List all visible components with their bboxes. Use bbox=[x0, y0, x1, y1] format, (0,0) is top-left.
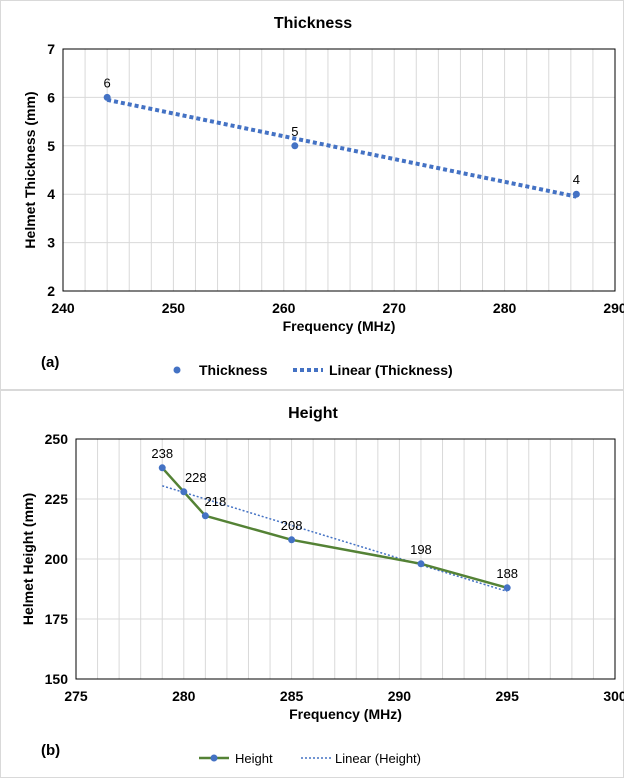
y-tick-label: 5 bbox=[47, 138, 55, 154]
legend-marker bbox=[210, 754, 218, 762]
y-axis-title: Helmet Thickness (mm) bbox=[22, 91, 38, 248]
data-point bbox=[291, 142, 299, 150]
legend-label: Linear (Thickness) bbox=[329, 362, 453, 378]
x-tick-label: 260 bbox=[272, 300, 296, 316]
y-tick-label: 225 bbox=[45, 491, 69, 507]
y-tick-label: 3 bbox=[47, 235, 55, 251]
y-tick-label: 2 bbox=[47, 283, 55, 299]
data-point bbox=[572, 190, 580, 198]
x-axis-title: Frequency (MHz) bbox=[289, 706, 402, 722]
y-tick-label: 250 bbox=[45, 431, 69, 447]
legend-label: Linear (Height) bbox=[335, 751, 421, 766]
x-tick-label: 285 bbox=[280, 688, 304, 704]
y-tick-label: 150 bbox=[45, 671, 69, 687]
thickness-chart: 240 250 260 270 280 290 2 3 4 5 6 7 Thickness Frequen… bbox=[22, 15, 624, 378]
data-label: 238 bbox=[151, 446, 173, 461]
data-label: 188 bbox=[496, 566, 518, 581]
x-axis-title: Frequency (MHz) bbox=[283, 318, 396, 334]
x-tick-label: 300 bbox=[603, 688, 624, 704]
x-tick-label: 280 bbox=[172, 688, 196, 704]
y-tick-label: 175 bbox=[45, 611, 69, 627]
x-tick-label: 270 bbox=[383, 300, 407, 316]
x-tick-label: 295 bbox=[496, 688, 520, 704]
plot-area-border bbox=[62, 48, 616, 292]
chart-title: Height bbox=[288, 405, 338, 422]
legend-label: Thickness bbox=[199, 362, 268, 378]
trendline bbox=[162, 485, 508, 593]
x-tick-label: 290 bbox=[388, 688, 412, 704]
data-label: 198 bbox=[410, 542, 432, 557]
data-label: 208 bbox=[281, 518, 303, 533]
x-tick-label: 275 bbox=[64, 688, 88, 704]
x-tick-label: 290 bbox=[603, 300, 624, 316]
data-label: 4 bbox=[573, 172, 580, 187]
data-point bbox=[417, 560, 425, 568]
legend-label: Height bbox=[235, 751, 273, 766]
plot-area-border bbox=[75, 438, 616, 680]
y-tick-label: 7 bbox=[47, 41, 55, 57]
y-axis-title: Helmet Height (mm) bbox=[20, 493, 36, 625]
trendline bbox=[106, 97, 577, 199]
chart-title: Thickness bbox=[274, 15, 352, 32]
x-tick-label: 280 bbox=[493, 300, 517, 316]
series-line bbox=[161, 466, 508, 590]
x-tick-label: 250 bbox=[162, 300, 186, 316]
y-tick-label: 6 bbox=[47, 89, 55, 105]
data-point bbox=[201, 512, 209, 520]
data-label: 228 bbox=[185, 470, 207, 485]
legend-marker bbox=[173, 366, 181, 374]
thickness-chart-panel: 240 250 260 270 280 290 2 3 4 5 6 7 Thickness Frequen… bbox=[0, 0, 624, 390]
data-point bbox=[158, 464, 166, 472]
data-point bbox=[103, 93, 111, 101]
panel-label: (a) bbox=[41, 354, 59, 371]
data-point bbox=[503, 584, 511, 592]
data-point bbox=[288, 536, 296, 544]
data-label: 5 bbox=[291, 124, 298, 139]
height-chart: 275 280 285 290 295 300 150 175 200 225 250 Height F… bbox=[20, 405, 624, 766]
y-tick-label: 200 bbox=[45, 551, 69, 567]
y-tick-label: 4 bbox=[47, 186, 55, 202]
data-label: 218 bbox=[205, 494, 227, 509]
panel-label: (b) bbox=[41, 742, 60, 759]
data-label: 6 bbox=[104, 75, 111, 90]
data-point bbox=[180, 488, 188, 496]
x-tick-label: 240 bbox=[51, 300, 75, 316]
height-chart-panel: 275 280 285 290 295 300 150 175 200 225 250 Height F… bbox=[0, 390, 624, 778]
